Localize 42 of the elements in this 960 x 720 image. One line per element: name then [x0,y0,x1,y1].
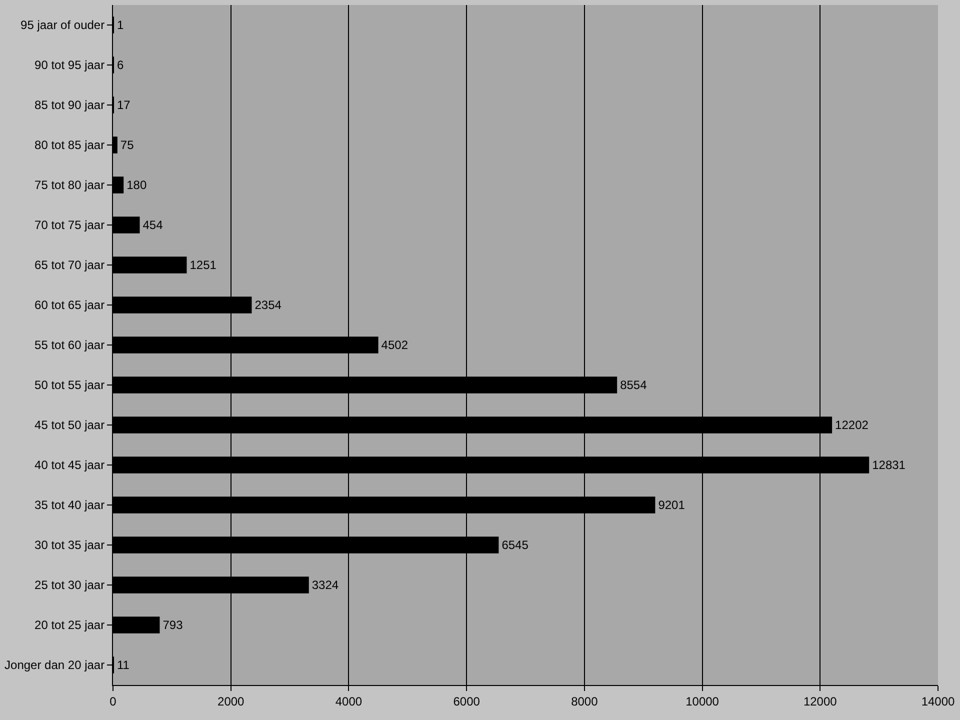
x-tick-label: 0 [110,694,117,708]
data-label: 793 [162,618,184,632]
y-tick-label: 75 tot 80 jaar [34,178,105,192]
data-label: 17 [117,98,131,112]
data-label: 2354 [254,298,282,312]
data-label: 180 [126,178,147,192]
data-label: 8554 [620,378,648,392]
y-tick-label: 90 tot 95 jaar [34,58,105,72]
x-tick-label: 10000 [686,694,720,708]
y-tick-label: 60 tot 65 jaar [34,298,105,312]
x-tick-label: 12000 [803,694,838,708]
data-label: 4502 [381,338,408,352]
y-tick-label: 65 tot 70 jaar [34,258,105,272]
y-tick-label: 40 tot 45 jaar [34,458,105,472]
data-label: 1251 [190,258,217,272]
x-tick-label: 14000 [921,694,956,708]
x-tick-label: 6000 [453,694,480,708]
x-tick-label: 2000 [218,694,245,708]
y-tick-label: 80 tot 85 jaar [34,138,105,152]
data-label: 12202 [835,418,869,432]
y-tick-label: 70 tot 75 jaar [34,218,105,232]
y-tick-label: 50 tot 55 jaar [34,378,105,392]
data-label: 3324 [312,578,339,592]
y-tick-label: 55 tot 60 jaar [34,338,105,352]
y-tick-label: 20 tot 25 jaar [34,618,105,632]
data-label: 11 [117,658,130,672]
data-label: 75 [120,138,134,152]
data-label: 12831 [872,458,906,472]
x-tick-label: 8000 [571,694,598,708]
y-tick-label: Jonger dan 20 jaar [4,658,105,672]
data-label: 6545 [502,538,529,552]
x-tick-label: 4000 [335,694,362,708]
y-tick-label: 35 tot 40 jaar [34,498,105,512]
y-tick-label: 45 tot 50 jaar [34,418,105,432]
y-tick-label: 95 jaar of ouder [20,18,105,32]
y-tick-label: 25 tot 30 jaar [34,578,105,592]
data-label: 454 [142,218,164,232]
data-label: 9201 [658,498,686,512]
y-tick-label: 85 tot 90 jaar [34,98,105,112]
y-tick-label: 30 tot 35 jaar [34,538,105,552]
data-label: 6 [117,58,124,72]
data-label: 1 [117,18,124,32]
